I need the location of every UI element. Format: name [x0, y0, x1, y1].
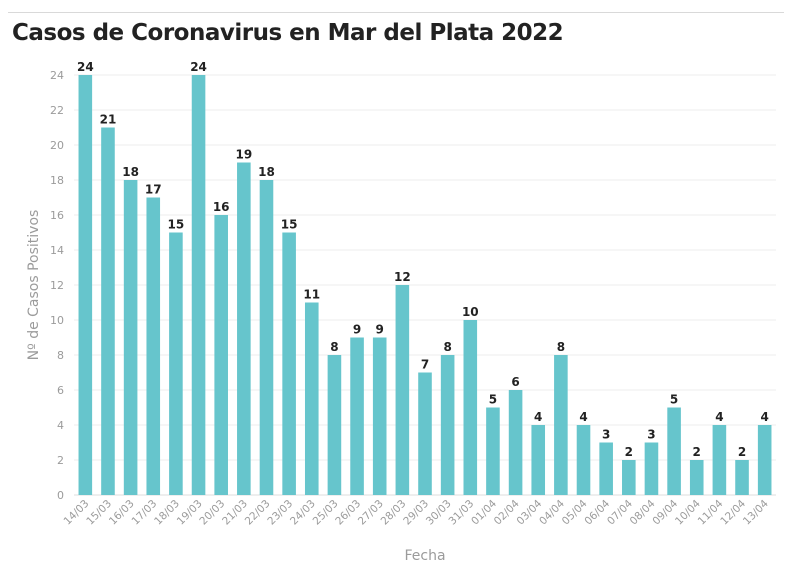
bar	[486, 407, 500, 495]
x-tick-label: 13/04	[741, 497, 771, 527]
data-label: 9	[353, 323, 361, 337]
bar	[622, 460, 636, 495]
gridlines	[74, 74, 776, 496]
data-label: 17	[145, 183, 162, 197]
data-label: 6	[511, 375, 519, 389]
bar	[689, 460, 704, 495]
x-axis-ticks: 14/0315/0316/0317/0318/0319/0320/0321/03…	[62, 497, 771, 527]
y-tick-label: 20	[50, 139, 64, 152]
bar	[350, 337, 364, 495]
bar	[644, 442, 659, 495]
y-tick-label: 22	[50, 104, 64, 117]
bar	[667, 407, 681, 495]
data-label: 3	[647, 428, 655, 442]
data-label: 7	[421, 358, 429, 372]
data-label: 4	[715, 410, 723, 424]
x-axis-title: Fecha	[404, 548, 445, 564]
data-label: 10	[462, 305, 479, 319]
bar	[372, 337, 387, 495]
bar	[531, 425, 546, 495]
y-axis-title: Nº de Casos Positivos	[26, 210, 42, 361]
data-label: 2	[693, 445, 701, 459]
bar	[259, 180, 274, 495]
data-label: 18	[122, 165, 139, 179]
bar	[169, 232, 183, 495]
y-tick-label: 4	[57, 419, 64, 432]
bar	[101, 127, 115, 495]
y-tick-label: 10	[50, 314, 64, 327]
bar	[237, 162, 251, 495]
data-label: 15	[168, 218, 185, 232]
y-tick-label: 0	[57, 489, 64, 502]
bar	[146, 197, 161, 495]
bar	[304, 302, 319, 495]
bar	[508, 390, 523, 495]
bar	[327, 355, 342, 495]
top-divider	[8, 12, 784, 13]
y-tick-label: 14	[50, 244, 64, 257]
data-label: 2	[625, 445, 633, 459]
data-label: 8	[443, 340, 451, 354]
data-label: 8	[330, 340, 338, 354]
bar	[123, 180, 138, 495]
bar	[395, 285, 410, 495]
data-label: 11	[303, 288, 320, 302]
y-tick-label: 16	[50, 209, 64, 222]
bar	[599, 442, 613, 495]
y-tick-label: 12	[50, 279, 64, 292]
data-label: 24	[190, 60, 207, 74]
data-label: 21	[100, 113, 117, 127]
data-label: 19	[235, 148, 252, 162]
bar	[418, 372, 432, 495]
data-label: 9	[376, 323, 384, 337]
data-label: 16	[213, 200, 230, 214]
bar	[191, 75, 206, 495]
bar	[712, 425, 727, 495]
bar	[576, 425, 591, 495]
bar	[757, 425, 772, 495]
data-label: 12	[394, 270, 411, 284]
y-tick-label: 2	[57, 454, 64, 467]
data-label: 5	[489, 393, 497, 407]
bar	[214, 215, 228, 495]
data-label: 8	[557, 340, 565, 354]
bar	[440, 355, 455, 495]
bar	[78, 75, 93, 495]
data-label: 3	[602, 428, 610, 442]
data-label: 4	[579, 410, 587, 424]
data-label: 15	[281, 218, 298, 232]
data-label: 24	[77, 60, 94, 74]
y-tick-label: 24	[50, 69, 64, 82]
y-tick-label: 6	[57, 384, 64, 397]
bar	[463, 320, 478, 495]
bar	[554, 355, 568, 495]
data-label: 4	[760, 410, 768, 424]
y-tick-label: 8	[57, 349, 64, 362]
data-label: 18	[258, 165, 275, 179]
bar	[282, 232, 296, 495]
y-tick-label: 18	[50, 174, 64, 187]
data-label: 5	[670, 393, 678, 407]
bars	[78, 75, 772, 495]
data-label: 2	[738, 445, 746, 459]
chart-title: Casos de Coronavirus en Mar del Plata 20…	[12, 20, 564, 46]
bar	[735, 460, 749, 495]
data-label: 4	[534, 410, 542, 424]
